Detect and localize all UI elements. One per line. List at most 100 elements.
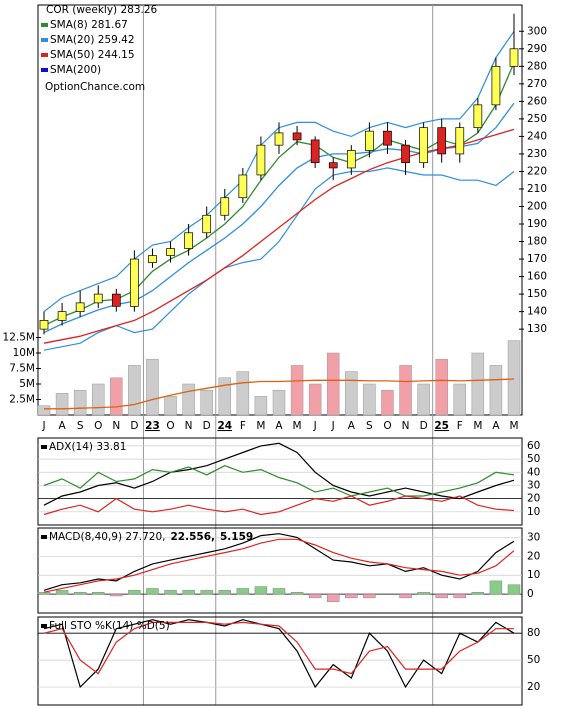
histogram-bar	[489, 580, 503, 595]
histogram-bar	[399, 593, 412, 599]
x-tick-label: O	[166, 420, 174, 432]
volume-bar	[73, 389, 87, 416]
volume-bar	[146, 358, 159, 416]
volume-bar	[110, 377, 123, 416]
x-tick-label: F	[240, 420, 246, 432]
volume-bar	[489, 365, 503, 416]
price-tick-label: 140	[527, 306, 547, 318]
candle-body	[75, 302, 85, 312]
legend-swatch	[41, 535, 47, 539]
panel-legend: 22.556,	[170, 531, 215, 543]
indicator-tick-label: 50	[527, 453, 540, 465]
histogram-bar	[128, 590, 141, 595]
price-tick-label: 190	[527, 218, 547, 230]
indicator-tick-label: 80	[527, 627, 540, 639]
legend-swatch	[41, 38, 48, 42]
legend-swatch	[41, 68, 48, 72]
price-tick-label: 260	[527, 95, 547, 107]
candle-body	[509, 48, 519, 67]
chart-title: COR (weekly) 283.26	[46, 4, 158, 16]
x-tick-label: 25	[434, 420, 449, 432]
histogram-bar	[417, 592, 430, 595]
indicator-line	[43, 621, 514, 675]
candle-body	[39, 320, 49, 330]
panel-title: ADX(14) 33.81	[49, 441, 126, 453]
candle-body	[365, 130, 374, 151]
price-tick-label: 130	[527, 323, 547, 335]
x-tick-label: N	[112, 420, 120, 432]
sma-line	[43, 62, 515, 327]
histogram-bar	[218, 590, 231, 595]
volume-bar	[218, 377, 232, 416]
indicator-tick-label: 60	[527, 440, 540, 452]
volume-bar	[471, 352, 485, 416]
x-tick-label: D	[130, 420, 138, 432]
indicator-tick-label: 0	[527, 588, 534, 600]
volume-bar	[272, 389, 286, 416]
price-tick-label: 220	[527, 165, 547, 177]
volume-bar	[308, 383, 322, 416]
x-tick-label: A	[492, 420, 500, 432]
candle-body	[166, 248, 175, 256]
histogram-bar	[236, 588, 250, 595]
volume-bar	[182, 383, 195, 416]
candle-body	[202, 214, 212, 234]
price-tick-label: 160	[527, 271, 547, 283]
price-tick-label: 280	[527, 60, 547, 72]
indicator-tick-label: 40	[527, 466, 540, 478]
volume-bar	[326, 352, 340, 416]
legend-entry: SMA(200)	[50, 64, 101, 76]
volume-tick-label: 12.5M	[3, 332, 35, 344]
volume-bar	[435, 358, 448, 416]
sma-line	[43, 128, 515, 344]
candle-body	[455, 127, 465, 155]
volume-bar	[363, 383, 376, 416]
candle-body	[419, 127, 428, 164]
legend-swatch	[41, 445, 47, 449]
candle-body	[491, 65, 501, 106]
indicator-line	[43, 538, 515, 593]
volume-bar	[128, 365, 141, 416]
histogram-bar	[73, 592, 87, 595]
indicator-line	[43, 442, 515, 506]
histogram-bar	[471, 592, 485, 595]
histogram-bar	[254, 586, 268, 595]
price-tick-label: 290	[527, 43, 547, 55]
candle-body	[111, 293, 121, 307]
legend-swatch	[41, 53, 48, 57]
histogram-bar	[327, 593, 340, 602]
candle-body	[346, 150, 356, 169]
price-tick-label: 230	[527, 148, 547, 160]
histogram-bar	[308, 593, 322, 599]
histogram-bar	[200, 590, 213, 595]
volume-bar	[254, 396, 268, 416]
panel-title: MACD(8,40,9) 27.720,	[49, 531, 165, 543]
x-tick-label: A	[275, 420, 283, 432]
panel-title: Full STO %K(14) %D(5)	[49, 620, 170, 632]
candle-body	[473, 104, 483, 128]
volume-tick-label: 7.5M	[9, 363, 35, 375]
x-tick-label: 23	[145, 420, 160, 432]
volume-bar	[55, 393, 69, 416]
candle-body	[328, 162, 338, 169]
price-tick-label: 180	[527, 236, 547, 248]
indicator-tick-label: 30	[527, 479, 540, 491]
candle-body	[130, 258, 139, 307]
candle-body	[256, 144, 266, 176]
candle-body	[401, 144, 410, 164]
volume-tick-label: 2.5M	[9, 394, 35, 406]
legend-entry: SMA(8) 281.67	[50, 19, 128, 31]
histogram-bar	[435, 593, 448, 599]
panel-legend: 5.159	[220, 531, 253, 543]
volume-bar	[164, 396, 177, 416]
price-tick-label: 270	[527, 78, 547, 90]
indicator-frame	[37, 437, 523, 526]
price-tick-label: 210	[527, 183, 547, 195]
volume-bar	[200, 389, 213, 416]
indicator-tick-label: 20	[527, 493, 540, 505]
price-tick-label: 300	[527, 25, 547, 37]
candle-body	[57, 311, 67, 321]
candle-body	[292, 132, 302, 141]
price-tick-label: 240	[527, 130, 547, 142]
